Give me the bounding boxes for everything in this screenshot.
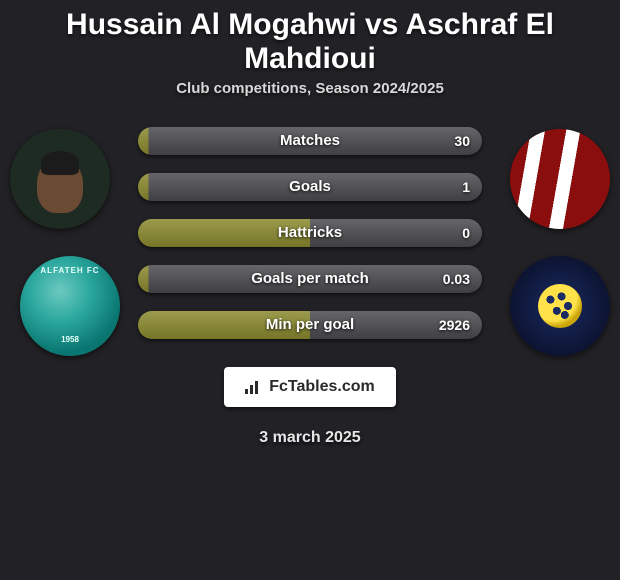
stat-value-right: 0.03 <box>443 265 470 293</box>
stat-label: Goals per match <box>138 265 482 293</box>
stat-value-right: 1 <box>462 173 470 201</box>
brand-badge: FcTables.com <box>224 367 396 407</box>
page-subtitle: Club competitions, Season 2024/2025 <box>10 80 610 121</box>
stat-label: Hattricks <box>138 219 482 247</box>
stat-label: Min per goal <box>138 311 482 339</box>
bars-icon <box>245 380 263 394</box>
stat-bar: Matches30 <box>138 127 482 155</box>
stat-value-right: 30 <box>454 127 470 155</box>
stat-bar: Hattricks0 <box>138 219 482 247</box>
comparison-card: Hussain Al Mogahwi vs Aschraf El Mahdiou… <box>0 0 620 447</box>
ball-icon <box>538 284 582 328</box>
comparison-body: ALFATEH FC 1958 Matches30 Goals1 Hattricks… <box>10 121 610 361</box>
club-left-badge: ALFATEH FC 1958 <box>20 256 120 356</box>
club-right-badge <box>510 256 610 356</box>
stat-value-right: 2926 <box>439 311 470 339</box>
stat-bars: Matches30 Goals1 Hattricks0 Goals per match… <box>138 127 482 357</box>
jersey-icon <box>510 129 610 229</box>
player-left-avatar <box>10 129 110 229</box>
stat-bar: Min per goal2926 <box>138 311 482 339</box>
club-left-name: ALFATEH FC <box>20 266 120 275</box>
brand-label: FcTables.com <box>269 378 375 396</box>
person-icon <box>37 157 83 213</box>
page-title: Hussain Al Mogahwi vs Aschraf El Mahdiou… <box>10 0 610 80</box>
stat-label: Goals <box>138 173 482 201</box>
stat-bar: Goals per match0.03 <box>138 265 482 293</box>
club-left-year: 1958 <box>20 335 120 344</box>
date-label: 3 march 2025 <box>10 407 610 447</box>
player-right-avatar <box>510 129 610 229</box>
stat-label: Matches <box>138 127 482 155</box>
stat-value-right: 0 <box>462 219 470 247</box>
stat-bar: Goals1 <box>138 173 482 201</box>
